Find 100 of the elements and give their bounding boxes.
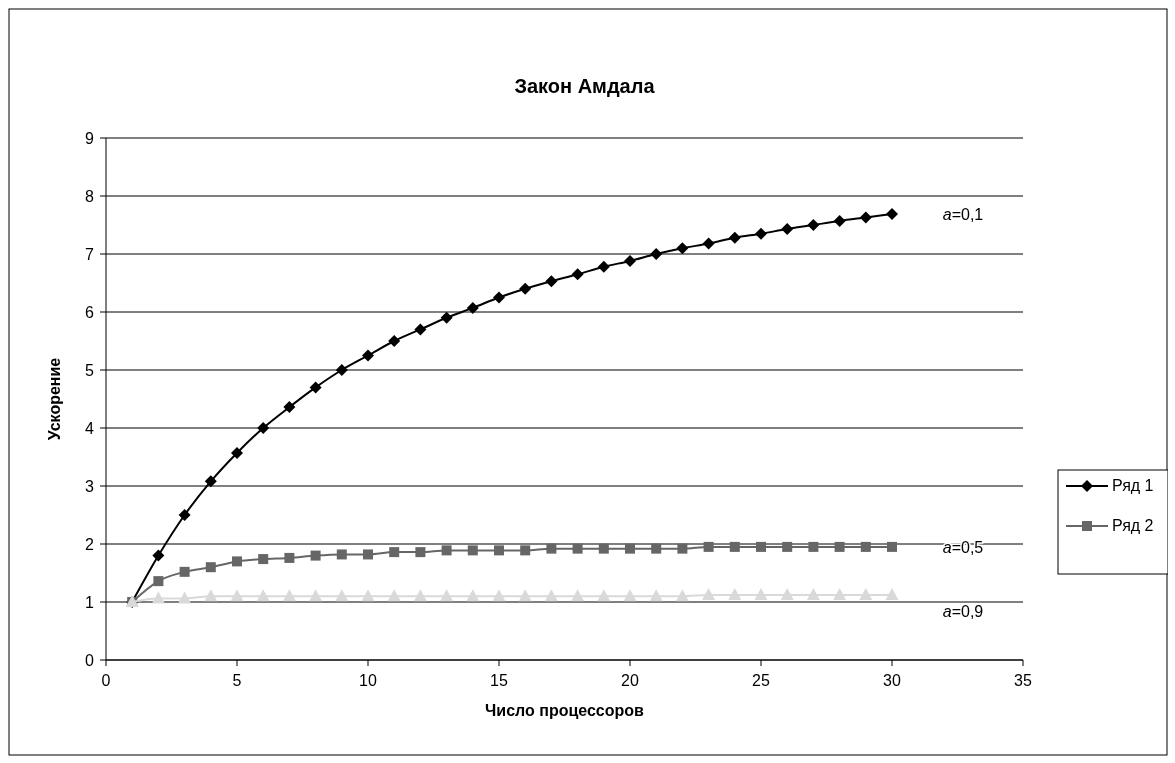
y-tick-label: 0	[85, 651, 95, 669]
point	[677, 543, 688, 554]
point	[572, 543, 583, 554]
point	[833, 214, 846, 227]
y-tick-label: 6	[85, 303, 95, 321]
point	[204, 589, 218, 602]
x-tick-label: 35	[1014, 672, 1032, 689]
point	[860, 541, 871, 552]
point	[885, 588, 899, 601]
point	[807, 219, 820, 231]
y-tick-label: 1	[85, 593, 95, 611]
point	[887, 541, 897, 552]
point	[754, 588, 768, 601]
point	[362, 349, 374, 362]
point	[492, 589, 506, 602]
point	[623, 589, 637, 602]
point	[178, 591, 192, 604]
point	[702, 237, 715, 250]
point	[415, 547, 426, 558]
point	[387, 589, 401, 602]
point	[335, 364, 348, 376]
point	[232, 556, 242, 567]
point	[782, 541, 793, 552]
point	[152, 549, 165, 562]
y-tick-label: 9	[85, 129, 95, 147]
point	[494, 545, 504, 556]
point	[625, 543, 635, 554]
y-axis-title: Ускорение	[46, 357, 63, 441]
point	[834, 541, 845, 552]
point	[336, 549, 347, 560]
point	[703, 541, 714, 552]
x-tick-label: 0	[101, 672, 111, 689]
point	[808, 541, 819, 552]
annotation: a=0,5	[942, 538, 984, 556]
point	[702, 588, 716, 601]
point	[440, 589, 454, 602]
point	[571, 268, 584, 281]
point	[257, 422, 270, 434]
point	[309, 589, 323, 602]
point	[178, 509, 191, 521]
point	[756, 541, 766, 552]
point	[650, 248, 663, 260]
point	[179, 566, 190, 577]
point	[309, 381, 322, 394]
annotation: a=0,1	[942, 205, 984, 223]
y-tick-label: 7	[85, 245, 95, 263]
point	[335, 589, 349, 602]
point	[597, 589, 611, 602]
y-tick-label: 5	[85, 361, 95, 379]
point	[466, 589, 480, 602]
point	[440, 311, 453, 324]
point	[833, 588, 847, 601]
point	[728, 588, 742, 601]
point	[493, 291, 505, 304]
point	[546, 543, 557, 554]
point	[651, 543, 662, 554]
point	[230, 589, 244, 602]
x-axis-title: Число процессоров	[485, 702, 645, 719]
point	[676, 242, 689, 255]
point	[597, 260, 610, 273]
x-tick-label: 30	[883, 672, 901, 689]
point	[413, 589, 427, 602]
point	[520, 545, 531, 556]
y-tick-label: 4	[85, 419, 95, 437]
point	[571, 589, 585, 602]
point	[859, 211, 872, 224]
y-tick-label: 8	[85, 187, 95, 205]
legend-label: Ряд 2	[1112, 517, 1154, 534]
x-tick-label: 15	[490, 672, 508, 689]
x-tick-label: 10	[359, 672, 377, 689]
point	[544, 589, 558, 602]
point	[519, 282, 532, 295]
point	[780, 588, 794, 601]
point	[231, 446, 243, 459]
point	[282, 589, 296, 602]
point	[363, 549, 373, 560]
point	[153, 576, 164, 587]
point	[598, 543, 609, 554]
y-tick-label: 3	[85, 477, 95, 495]
point	[388, 335, 401, 347]
point	[310, 550, 321, 561]
point	[649, 589, 663, 602]
point	[781, 223, 794, 236]
point	[466, 301, 479, 314]
point	[518, 589, 532, 602]
point	[205, 562, 216, 573]
point	[283, 401, 296, 414]
point	[859, 588, 873, 601]
point	[886, 207, 898, 220]
point	[284, 552, 295, 563]
x-tick-label: 5	[232, 672, 242, 689]
x-tick-label: 20	[621, 672, 639, 689]
annotation: a=0,9	[942, 602, 984, 620]
point	[414, 323, 427, 336]
point	[729, 541, 740, 552]
point	[806, 588, 820, 601]
point	[258, 554, 269, 565]
point	[755, 227, 767, 240]
point	[151, 591, 165, 604]
point	[389, 547, 400, 558]
